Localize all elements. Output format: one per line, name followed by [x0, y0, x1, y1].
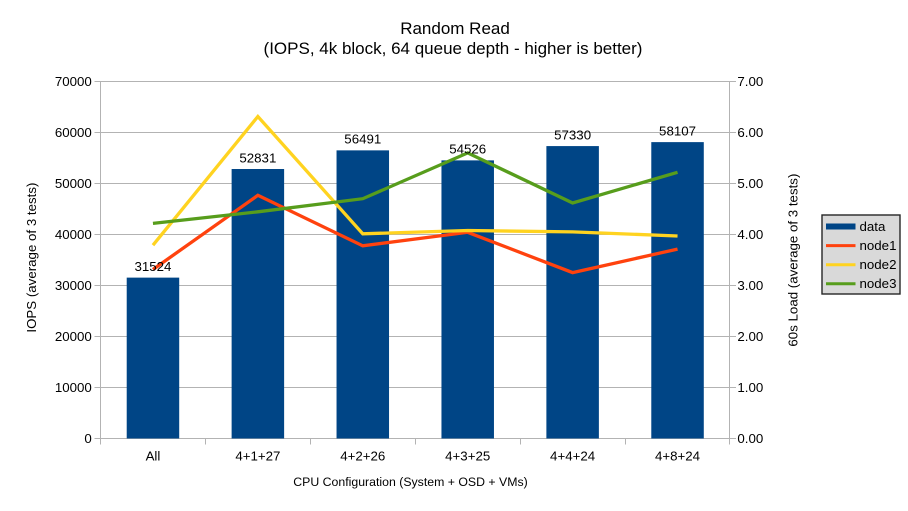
svg-text:60s Load (average of 3 tests): 60s Load (average of 3 tests)	[786, 174, 801, 347]
svg-text:1.00: 1.00	[737, 380, 763, 395]
svg-text:node1: node1	[860, 238, 897, 253]
svg-text:node3: node3	[860, 276, 897, 291]
svg-text:3.00: 3.00	[737, 278, 763, 293]
svg-text:7.00: 7.00	[737, 74, 763, 89]
svg-text:20000: 20000	[55, 329, 92, 344]
svg-text:58107: 58107	[659, 123, 696, 138]
svg-text:node2: node2	[860, 257, 897, 272]
svg-text:data: data	[860, 219, 886, 234]
svg-text:56491: 56491	[344, 132, 381, 147]
svg-text:0: 0	[84, 431, 91, 446]
svg-text:(IOPS, 4k block, 64 queue dept: (IOPS, 4k block, 64 queue depth - higher…	[264, 39, 643, 58]
svg-text:57330: 57330	[554, 127, 591, 142]
svg-text:10000: 10000	[55, 380, 92, 395]
svg-text:0.00: 0.00	[737, 431, 763, 446]
svg-text:31524: 31524	[134, 259, 171, 274]
svg-text:2.00: 2.00	[737, 329, 763, 344]
svg-text:5.00: 5.00	[737, 176, 763, 191]
svg-text:4+4+24: 4+4+24	[550, 449, 595, 464]
svg-text:54526: 54526	[449, 142, 486, 157]
svg-text:60000: 60000	[55, 125, 92, 140]
svg-text:4.00: 4.00	[737, 227, 763, 242]
svg-text:50000: 50000	[55, 176, 92, 191]
svg-text:IOPS (average of 3 tests): IOPS (average of 3 tests)	[24, 183, 39, 333]
svg-text:30000: 30000	[55, 278, 92, 293]
svg-text:4+8+24: 4+8+24	[655, 449, 700, 464]
svg-text:CPU Configuration (System + OS: CPU Configuration (System + OSD + VMs)	[293, 475, 527, 489]
svg-text:4+3+25: 4+3+25	[445, 449, 490, 464]
svg-text:6.00: 6.00	[737, 125, 763, 140]
svg-text:4+1+27: 4+1+27	[235, 449, 280, 464]
svg-text:40000: 40000	[55, 227, 92, 242]
svg-text:All: All	[146, 449, 161, 464]
svg-text:Random Read: Random Read	[400, 19, 510, 38]
svg-text:52831: 52831	[239, 150, 276, 165]
svg-text:4+2+26: 4+2+26	[340, 449, 385, 464]
svg-text:70000: 70000	[55, 74, 92, 89]
